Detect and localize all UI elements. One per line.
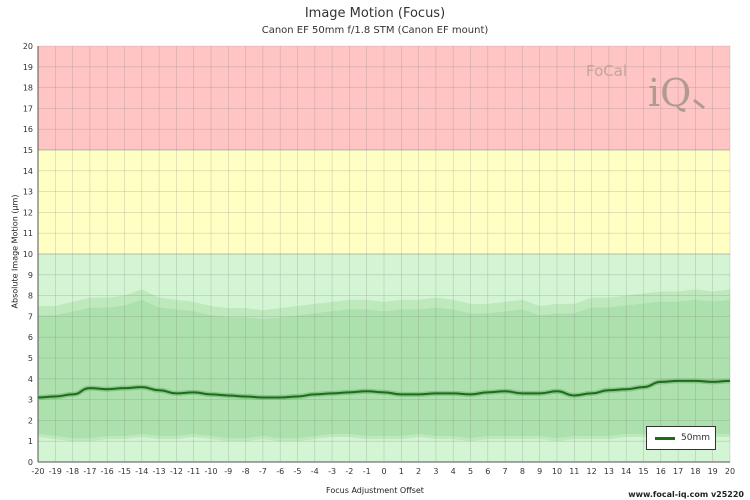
x-tick-label: 6	[485, 467, 490, 476]
x-tick-label: -10	[204, 467, 217, 476]
x-tick-label: -14	[135, 467, 148, 476]
y-tick-label: 8	[28, 292, 33, 301]
y-tick-label: 1	[28, 437, 33, 446]
x-tick-label: -12	[170, 467, 183, 476]
x-tick-label: 17	[673, 467, 683, 476]
x-tick-label: -2	[345, 467, 353, 476]
x-tick-label: 10	[552, 467, 562, 476]
x-tick-label: 7	[503, 467, 508, 476]
y-tick-label: 16	[23, 125, 33, 134]
y-tick-label: 0	[28, 458, 33, 467]
y-tick-label: 12	[23, 208, 33, 217]
chart-subtitle: Canon EF 50mm f/1.8 STM (Canon EF mount)	[261, 25, 489, 36]
x-tick-label: -11	[187, 467, 200, 476]
y-tick-label: 10	[23, 250, 33, 259]
y-tick-label: 7	[28, 312, 33, 321]
x-tick-label: 4	[451, 467, 456, 476]
variance-band-inner	[38, 299, 730, 439]
y-tick-label: 14	[23, 167, 33, 176]
x-tick-label: 5	[468, 467, 473, 476]
chart-title: Image Motion (Focus)	[304, 6, 446, 21]
x-tick-label: -15	[118, 467, 131, 476]
x-tick-label: 15	[638, 467, 648, 476]
x-tick-label: 18	[690, 467, 700, 476]
y-tick-label: 17	[23, 104, 33, 113]
x-tick-label: -16	[101, 467, 114, 476]
x-tick-label: 3	[433, 467, 438, 476]
x-tick-label: 16	[656, 467, 666, 476]
footer-url: www.focal-iq.com v25220	[628, 490, 744, 499]
y-tick-label: 4	[28, 375, 33, 384]
legend-swatch-50mm	[655, 436, 675, 440]
logo-iq-text: iQ	[648, 71, 691, 112]
x-tick-label: 1	[399, 467, 404, 476]
x-tick-label: -3	[328, 467, 336, 476]
y-tick-label: 20	[23, 42, 33, 51]
x-tick-label: -7	[259, 467, 267, 476]
x-tick-label: -9	[224, 467, 232, 476]
x-tick-label: -13	[153, 467, 166, 476]
logo-focal-text: FoCal	[586, 62, 627, 80]
x-tick-label: 9	[537, 467, 542, 476]
x-tick-label: 19	[708, 467, 718, 476]
zone-yellow	[38, 150, 730, 254]
zone-red	[38, 46, 730, 150]
x-tick-label: 2	[416, 467, 421, 476]
x-tick-label: 12	[587, 467, 597, 476]
x-tick-label: -19	[49, 467, 62, 476]
x-tick-label: -20	[31, 467, 44, 476]
legend-label-50mm: 50mm	[681, 433, 710, 443]
logo-magnifier-handle	[693, 98, 705, 110]
x-tick-label: 11	[569, 467, 579, 476]
x-tick-label: 13	[604, 467, 614, 476]
series-line-50mm	[37, 379, 731, 399]
y-tick-label: 13	[23, 188, 33, 197]
y-tick-label: 15	[23, 146, 33, 155]
x-tick-label: -5	[294, 467, 302, 476]
legend: 50mm	[646, 426, 716, 450]
y-tick-label: 2	[28, 416, 33, 425]
x-axis-label: Focus Adjustment Offset	[326, 486, 424, 495]
x-tick-label: -6	[276, 467, 284, 476]
x-tick-label: 20	[725, 467, 735, 476]
y-tick-label: 19	[23, 63, 33, 72]
x-tick-label: -1	[363, 467, 371, 476]
y-tick-label: 18	[23, 84, 33, 93]
x-tick-label: -18	[66, 467, 79, 476]
x-tick-label: 8	[520, 467, 525, 476]
x-tick-label: -8	[242, 467, 250, 476]
x-tick-label: 14	[621, 467, 631, 476]
x-tick-label: -17	[83, 467, 96, 476]
y-tick-label: 6	[28, 333, 33, 342]
y-tick-label: 5	[28, 354, 33, 363]
x-tick-label: 0	[381, 467, 386, 476]
x-tick-label: -4	[311, 467, 319, 476]
y-tick-label: 3	[28, 396, 33, 405]
y-tick-label: 11	[23, 229, 33, 238]
focal-iq-logo: FoCal iQ	[586, 62, 705, 112]
y-tick-label: 9	[28, 271, 33, 280]
